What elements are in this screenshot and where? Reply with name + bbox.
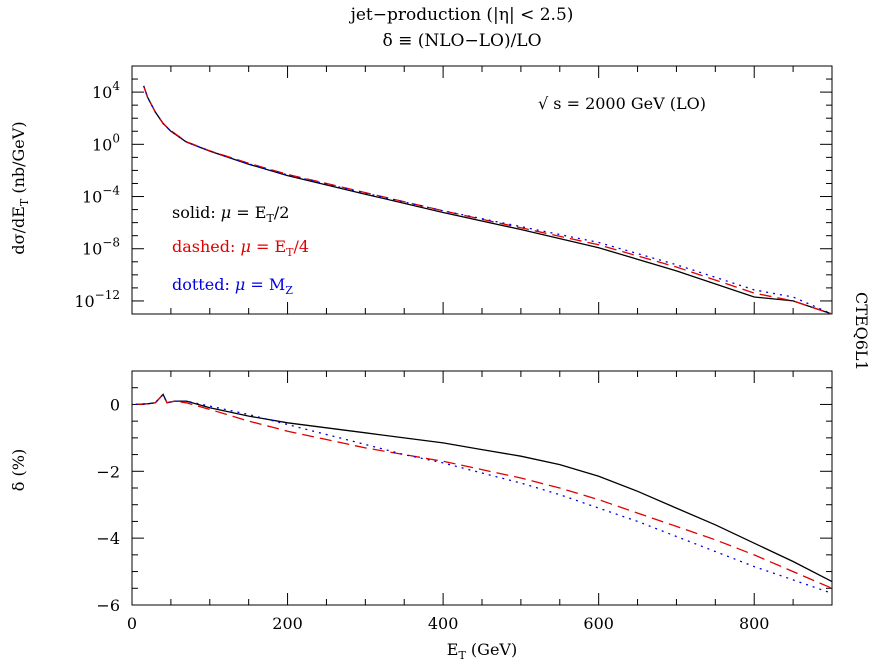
top-y-axis-label: dσ/dET (nb/GeV)	[9, 121, 31, 254]
top-y-tick-label: 10−12	[74, 288, 120, 311]
legend-dotted-prefix: dotted:	[172, 275, 235, 294]
legend-solid-suffix: /2	[274, 203, 290, 222]
top-y-tick-label: 10−4	[82, 184, 120, 207]
x-axis-label-main: E	[447, 640, 459, 659]
chart-title-line1: jet−production (|η| < 2.5)	[349, 5, 574, 25]
top-panel-series	[143, 85, 833, 315]
legend-dashed-prefix: dashed:	[172, 237, 240, 256]
legend-solid-eq: = E	[231, 203, 266, 222]
bottom-x-tick-label: 200	[272, 614, 303, 633]
legend-dotted-eq: = M	[245, 275, 285, 294]
top-y-axis-label-sub: T	[18, 198, 31, 206]
bottom-series-dotted	[135, 393, 833, 594]
bottom-panel-series	[135, 393, 833, 594]
bottom-x-tick-label: 600	[583, 614, 614, 633]
legend-dashed-suffix: /4	[294, 237, 310, 256]
bottom-y-axis-label: δ (%)	[9, 449, 28, 491]
bottom-y-tick-label: 0	[110, 395, 120, 414]
bottom-x-tick-label: 800	[739, 614, 770, 633]
legend-solid-sub: T	[266, 212, 274, 225]
bottom-y-tick-label: −6	[96, 596, 120, 615]
bottom-y-tick-label: −4	[96, 529, 120, 548]
legend-solid-prefix: solid:	[172, 203, 221, 222]
legend-dashed-eq: = E	[251, 237, 286, 256]
legend-entry-solid: solid: μ = ET/2	[172, 203, 289, 225]
bottom-panel-y-tick-labels: 0 −2 −4 −6	[96, 395, 120, 615]
bottom-series-solid	[135, 393, 833, 583]
legend-solid-mu: μ	[221, 203, 231, 222]
x-axis-label-sub: T	[458, 649, 466, 662]
top-y-tick-label: 10−8	[82, 236, 120, 259]
top-y-axis-label-main: dσ/dE	[9, 206, 28, 254]
legend-dotted-mu: μ	[235, 275, 245, 294]
legend-dashed-mu: μ	[240, 237, 250, 256]
top-series-dashed	[143, 85, 833, 315]
x-axis-label: ET (GeV)	[447, 640, 517, 662]
bottom-panel-frame	[131, 370, 833, 606]
top-y-tick-label: 104	[92, 79, 120, 102]
side-label: CTEQ6L1	[852, 292, 871, 371]
bottom-panel-ticks	[131, 370, 833, 606]
top-y-tick-label: 100	[92, 131, 120, 154]
bottom-x-tick-label: 400	[428, 614, 459, 633]
bottom-y-tick-label: −2	[96, 462, 120, 481]
bottom-panel-x-tick-labels: 0 200 400 600 800	[127, 614, 770, 633]
legend-dashed-sub: T	[286, 246, 294, 259]
energy-annotation: √ s = 2000 GeV (LO)	[538, 94, 706, 113]
legend-dotted-sub: Z	[285, 284, 293, 297]
x-axis-label-unit: (GeV)	[466, 640, 517, 659]
bottom-x-tick-label: 0	[127, 614, 137, 633]
bottom-series-dashed	[135, 393, 833, 589]
top-panel-ticks	[131, 66, 833, 315]
legend-entry-dashed: dashed: μ = ET/4	[172, 237, 309, 259]
top-panel-y-tick-labels: 104 100 10−4 10−8 10−12	[74, 79, 120, 311]
top-y-axis-label-unit: (nb/GeV)	[9, 121, 28, 198]
legend-entry-dotted: dotted: μ = MZ	[172, 275, 293, 297]
chart-title-line2: δ ≡ (NLO−LO)/LO	[382, 31, 541, 51]
